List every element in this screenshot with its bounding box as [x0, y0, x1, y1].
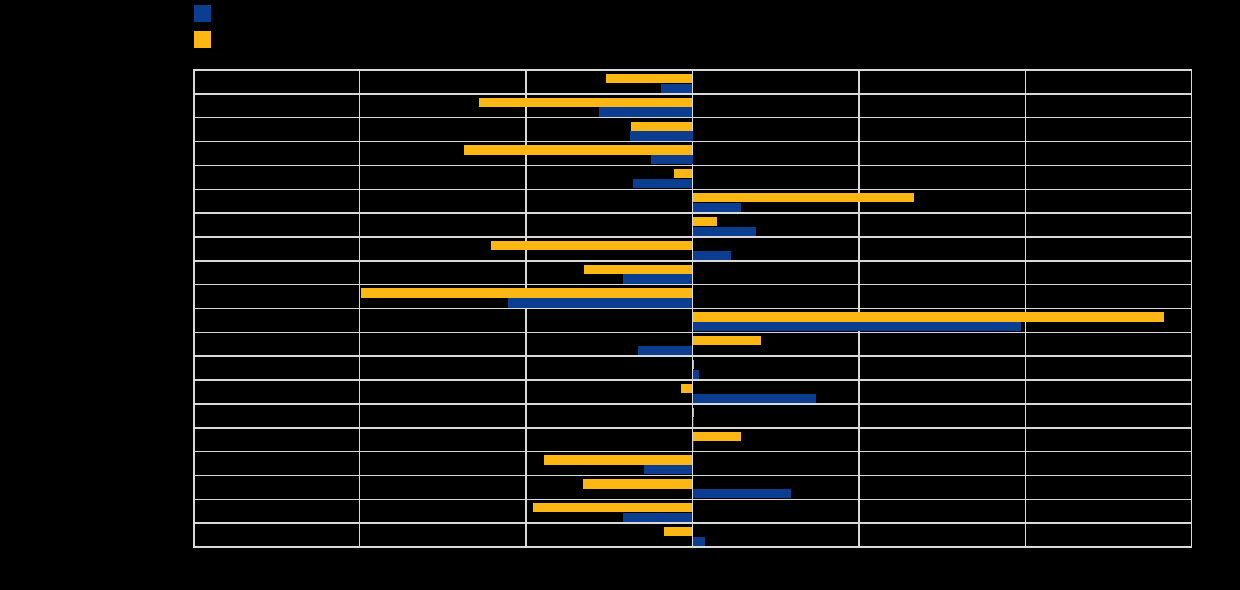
- bar-blue-row-10: [507, 298, 693, 308]
- bar-yellow-row-16: [692, 431, 741, 441]
- bar-yellow-row-3: [630, 121, 693, 131]
- bar-yellow-row-9: [584, 264, 693, 274]
- bar-yellow-row-15: [692, 407, 694, 417]
- bar-yellow-row-2: [479, 97, 693, 107]
- vertical-gridline: [525, 70, 527, 547]
- bar-blue-row-9: [622, 274, 693, 284]
- bar-blue-row-17: [644, 465, 693, 475]
- bar-yellow-row-17: [544, 455, 693, 465]
- bar-blue-row-1: [660, 83, 693, 93]
- bar-yellow-row-10: [361, 288, 693, 298]
- bar-yellow-row-18: [582, 479, 693, 489]
- plot-area: [193, 69, 1192, 548]
- bar-yellow-row-20: [664, 526, 693, 537]
- bar-yellow-row-1: [605, 73, 693, 84]
- bar-yellow-row-12: [692, 336, 761, 346]
- vertical-gridline: [193, 70, 195, 547]
- bar-blue-row-11: [692, 322, 1021, 332]
- bar-blue-row-18: [692, 489, 791, 499]
- horizontal-gridline: [193, 546, 1192, 548]
- vertical-gridline: [1024, 70, 1027, 547]
- bar-blue-row-12: [637, 345, 693, 356]
- bar-blue-row-8: [692, 250, 731, 260]
- bar-blue-row-15: [692, 417, 695, 427]
- legend-swatch-blue: [194, 5, 211, 22]
- bar-yellow-row-14: [680, 383, 693, 394]
- bar-yellow-row-4: [464, 145, 693, 155]
- bar-blue-row-16: [692, 441, 694, 451]
- legend-swatch-yellow: [194, 31, 211, 48]
- zero-axis-gridline: [691, 70, 694, 547]
- bar-yellow-row-7: [692, 216, 718, 227]
- bar-yellow-row-6: [692, 193, 914, 203]
- vertical-gridline: [1190, 70, 1192, 547]
- bar-blue-row-7: [692, 226, 756, 236]
- bar-blue-row-2: [599, 107, 693, 117]
- bar-yellow-row-19: [532, 503, 693, 513]
- bar-blue-row-20: [692, 536, 705, 547]
- vertical-gridline: [358, 70, 361, 547]
- bar-yellow-row-8: [491, 240, 693, 251]
- bar-yellow-row-11: [692, 312, 1164, 322]
- bar-yellow-row-13: [692, 360, 695, 370]
- bar-blue-row-5: [632, 179, 693, 189]
- vertical-gridline: [858, 70, 860, 547]
- bar-blue-row-6: [692, 202, 741, 213]
- bar-blue-row-4: [650, 155, 693, 165]
- bar-blue-row-14: [692, 393, 816, 403]
- bar-yellow-row-5: [674, 169, 693, 179]
- bar-blue-row-19: [622, 512, 693, 523]
- bar-blue-row-3: [630, 131, 693, 141]
- bar-blue-row-13: [692, 369, 700, 380]
